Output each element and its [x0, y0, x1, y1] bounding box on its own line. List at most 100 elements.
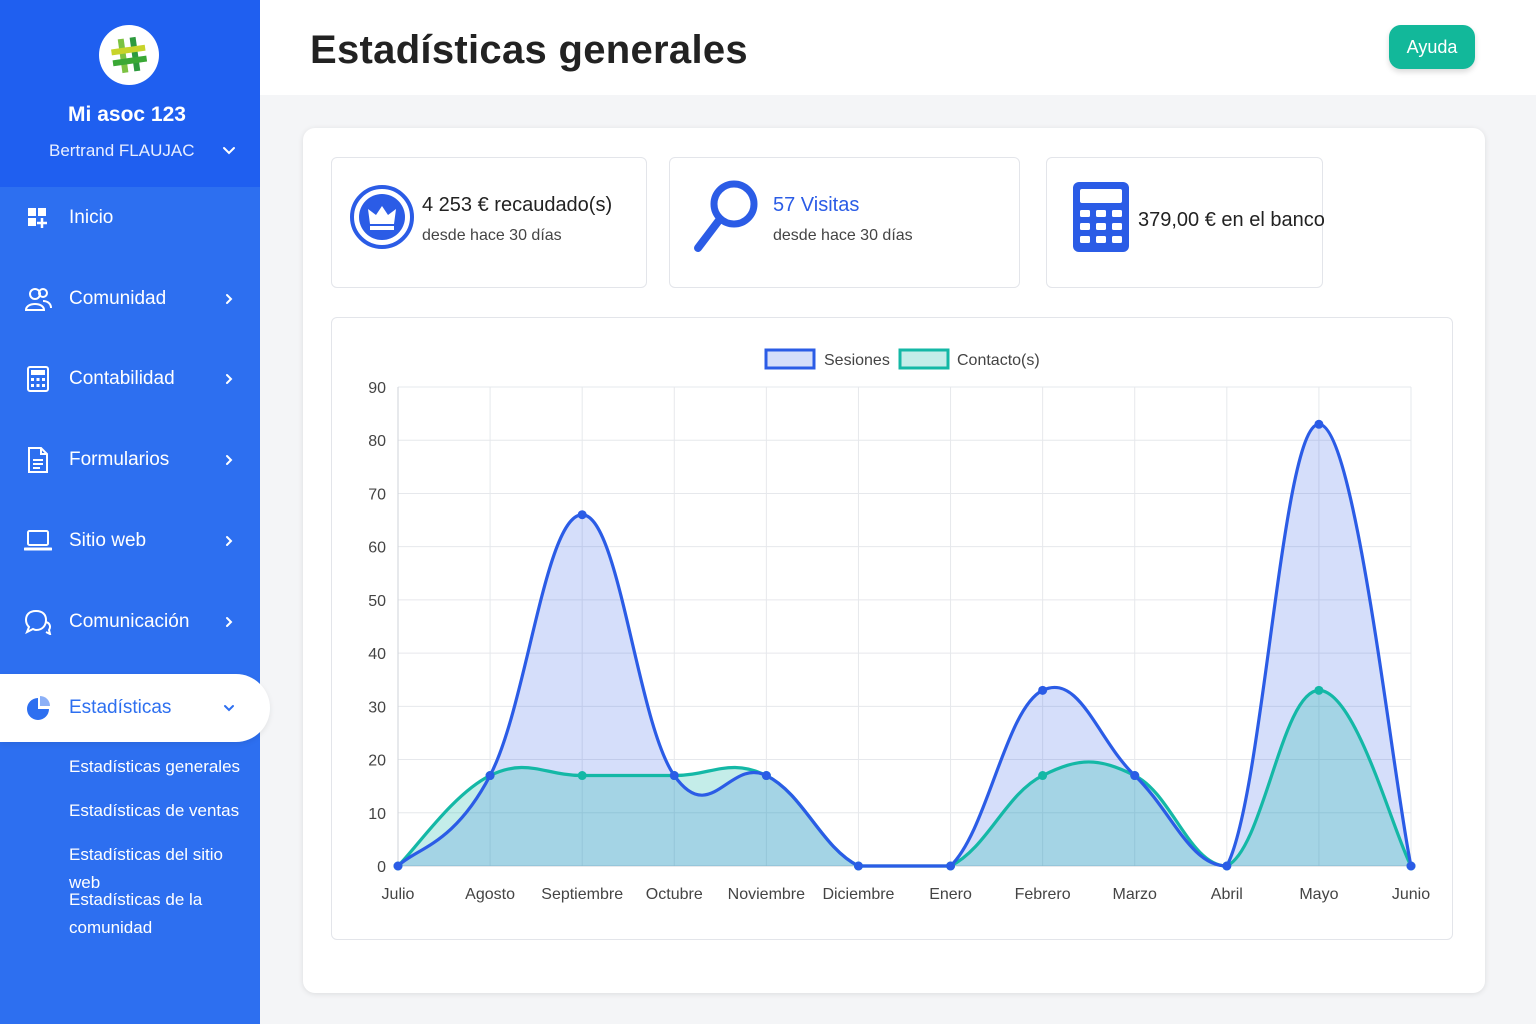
sidebar: Mi asoc 123 Bertrand FLAUJAC Inicio Comu… — [0, 0, 270, 1024]
stat-sub-text: desde hace 30 días — [422, 227, 562, 244]
sidebar-item-label: Estadísticas — [69, 697, 172, 718]
sidebar-item-label: Formularios — [69, 449, 170, 470]
sidebar-item-formularios[interactable]: Formularios — [0, 432, 260, 488]
data-point — [393, 861, 403, 871]
sidebar-item-label: Comunidad — [69, 288, 167, 309]
x-tick-label: Octubre — [646, 886, 703, 903]
x-tick-label: Abril — [1211, 886, 1243, 903]
y-tick-label: 20 — [368, 753, 386, 770]
subnav-estadisticas-comunidad[interactable]: Estadísticas de la comunidad — [69, 890, 203, 937]
y-tick-label: 70 — [368, 486, 386, 503]
x-tick-label: Diciembre — [822, 886, 894, 903]
y-tick-label: 30 — [368, 699, 386, 716]
calculator-icon — [24, 365, 52, 393]
x-tick-label: Noviembre — [728, 886, 805, 903]
x-tick-label: Marzo — [1113, 886, 1158, 903]
x-tick-label: Mayo — [1299, 886, 1338, 903]
data-point — [485, 771, 495, 781]
sidebar-item-sitio-web[interactable]: Sitio web — [0, 513, 260, 569]
chevron-down-icon — [224, 705, 234, 712]
y-tick-label: 10 — [368, 806, 386, 823]
subnav-estadisticas-ventas[interactable]: Estadísticas de ventas — [69, 801, 240, 820]
laptop-icon — [24, 527, 52, 555]
sidebar-item-label: Comunicación — [69, 611, 190, 632]
chart-x-ticks: Julio Agosto Septiembre Octubre Noviembre Dic… — [382, 886, 1431, 903]
logo — [99, 25, 159, 85]
y-tick-label: 80 — [368, 433, 386, 450]
stat-main-text: 379,00 € en el banco — [1138, 209, 1325, 231]
chart-points — [393, 419, 1416, 871]
chevron-right-icon — [226, 536, 233, 546]
x-tick-label: Agosto — [465, 886, 515, 903]
x-tick-label: Septiembre — [541, 886, 623, 903]
data-point — [1406, 861, 1416, 871]
y-tick-label: 0 — [377, 859, 386, 876]
page-title: Estadísticas generales — [310, 28, 748, 72]
page-header: Estadísticas generales Ayuda — [260, 0, 1536, 95]
data-point — [1130, 771, 1140, 781]
search-icon — [694, 180, 758, 252]
subnav-estadisticas-generales[interactable]: Estadísticas generales — [69, 757, 241, 776]
chevron-right-icon — [226, 617, 233, 627]
help-button[interactable]: Ayuda — [1389, 25, 1475, 69]
data-point — [577, 771, 587, 781]
subnav-estadisticas-sitio-web[interactable]: Estadísticas del sitio web — [69, 845, 224, 892]
x-tick-label: Enero — [929, 886, 972, 903]
data-point — [761, 771, 771, 781]
y-tick-label: 50 — [368, 593, 386, 610]
data-point — [669, 771, 679, 781]
stat-card-bank: 379,00 € en el banco — [1046, 157, 1325, 288]
crown-icon — [350, 185, 414, 249]
user-name[interactable]: Bertrand FLAUJAC — [49, 141, 195, 160]
chevron-right-icon — [226, 455, 233, 465]
y-tick-label: 40 — [368, 646, 386, 663]
stat-sub-text: desde hace 30 días — [773, 227, 913, 244]
sidebar-item-estadisticas[interactable]: Estadísticas — [0, 674, 270, 742]
legend-swatch — [898, 348, 950, 370]
dashboard-icon — [24, 204, 52, 232]
y-tick-label: 60 — [368, 540, 386, 557]
data-point — [1222, 861, 1232, 871]
data-point — [1038, 771, 1048, 781]
data-point — [853, 861, 863, 871]
chevron-down-icon[interactable] — [221, 143, 237, 159]
legend-swatch — [764, 348, 816, 370]
chevron-right-icon — [226, 294, 233, 304]
series-area — [398, 690, 1411, 866]
logo-icon — [111, 36, 148, 74]
chart-legend: Sesiones Contacto(s) — [764, 348, 1040, 370]
chart-y-ticks: 0 10 20 30 40 50 60 70 80 90 — [368, 380, 386, 876]
data-point — [946, 861, 956, 871]
sidebar-header: Mi asoc 123 Bertrand FLAUJAC — [0, 0, 260, 187]
sidebar-item-label: Inicio — [69, 207, 114, 228]
stat-main-text: 4 253 € recaudado(s) — [422, 194, 613, 216]
sidebar-item-inicio[interactable]: Inicio — [0, 190, 260, 246]
org-name: Mi asoc 123 — [68, 103, 186, 126]
sidebar-item-label: Contabilidad — [69, 368, 175, 389]
stat-card-visits[interactable]: 57 Visitas desde hace 30 días — [669, 157, 1020, 288]
chart-areas — [398, 424, 1411, 866]
sidebar-item-contabilidad[interactable]: Contabilidad — [0, 351, 260, 407]
x-tick-label: Julio — [382, 886, 415, 903]
calculator-icon — [1073, 182, 1129, 252]
chevron-right-icon — [226, 374, 233, 384]
x-tick-label: Febrero — [1015, 886, 1071, 903]
series-area — [398, 424, 1411, 866]
document-icon — [24, 446, 52, 474]
sidebar-item-comunicacion[interactable]: Comunicación — [0, 594, 260, 650]
data-point — [1038, 685, 1048, 695]
chart-card: 0 10 20 30 40 50 60 70 80 90 Julio Agosto Septiembr… — [331, 317, 1453, 940]
legend-label: Sesiones — [824, 352, 890, 369]
stat-main-text[interactable]: 57 Visitas — [773, 194, 860, 216]
users-icon — [24, 285, 52, 313]
data-point — [577, 510, 587, 520]
sidebar-item-comunidad[interactable]: Comunidad — [0, 271, 260, 327]
x-tick-label: Junio — [1392, 886, 1430, 903]
data-point — [1314, 685, 1324, 695]
data-point — [1314, 419, 1324, 429]
stat-card-raised: 4 253 € recaudado(s) desde hace 30 días — [331, 157, 647, 288]
sidebar-item-label: Sitio web — [69, 530, 147, 551]
pie-chart-icon — [24, 694, 52, 722]
legend-label: Contacto(s) — [957, 352, 1040, 369]
chart-grid — [397, 386, 1412, 867]
